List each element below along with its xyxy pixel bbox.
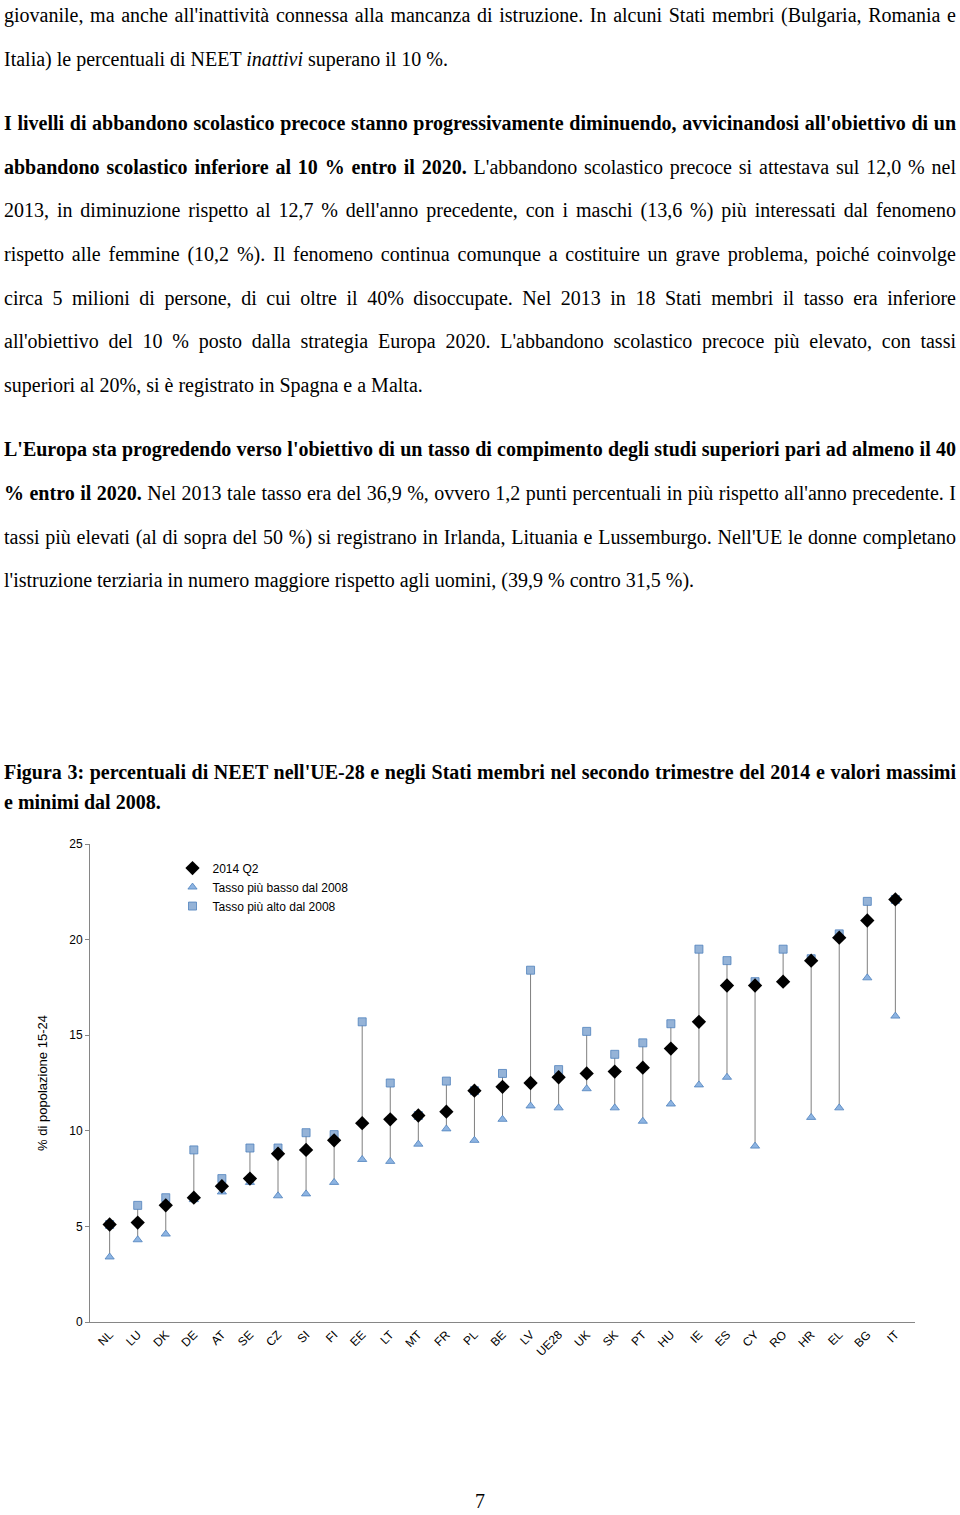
html-text:Figura 3: percentuali di NEET: Figura 3: percentuali di NEET nell'UE-28… <box>4 761 956 813</box>
svg-text:FI: FI <box>323 1328 340 1345</box>
svg-text:LT: LT <box>377 1327 397 1347</box>
svg-text:LV: LV <box>517 1328 537 1348</box>
svg-text:BG: BG <box>852 1328 874 1350</box>
svg-text:HU: HU <box>655 1328 677 1350</box>
html-text:I livelli di abbandono scolast: I livelli di abbandono scolastico precoc… <box>4 112 956 396</box>
svg-text:LU: LU <box>123 1328 144 1349</box>
svg-text:2014 Q2: 2014 Q2 <box>213 862 259 876</box>
html-text:giovanile, ma anche all'inatti: giovanile, ma anche all'inattività conne… <box>4 4 956 70</box>
svg-text:RO: RO <box>767 1328 790 1351</box>
svg-text:5: 5 <box>76 1220 83 1234</box>
svg-text:FR: FR <box>432 1328 453 1349</box>
svg-text:NL: NL <box>95 1328 116 1349</box>
html-text:L'Europa sta progredendo verso: L'Europa sta progredendo verso l'obietti… <box>4 438 956 592</box>
svg-text:SK: SK <box>600 1328 621 1349</box>
svg-text:IT: IT <box>884 1327 902 1345</box>
svg-text:20: 20 <box>69 933 83 947</box>
svg-text:15: 15 <box>69 1028 83 1042</box>
svg-text:UE28: UE28 <box>534 1328 565 1359</box>
svg-text:DE: DE <box>179 1328 201 1350</box>
svg-text:DK: DK <box>150 1328 172 1350</box>
svg-text:IE: IE <box>687 1328 705 1346</box>
svg-text:CZ: CZ <box>263 1328 284 1349</box>
svg-text:EE: EE <box>347 1328 368 1349</box>
svg-text:Tasso più alto dal 2008: Tasso più alto dal 2008 <box>213 900 336 914</box>
svg-text:25: 25 <box>69 837 83 851</box>
svg-text:SE: SE <box>235 1328 256 1349</box>
svg-text:EL: EL <box>825 1328 846 1349</box>
svg-text:% di popolazione 15-24: % di popolazione 15-24 <box>35 1015 50 1151</box>
svg-text:AT: AT <box>208 1327 229 1348</box>
svg-text:HR: HR <box>795 1328 817 1350</box>
svg-text:SI: SI <box>295 1328 313 1346</box>
svg-text:PT: PT <box>628 1327 649 1348</box>
svg-text:Tasso più basso dal 2008: Tasso più basso dal 2008 <box>213 881 349 895</box>
svg-text:PL: PL <box>461 1328 482 1349</box>
svg-text:0: 0 <box>76 1315 83 1329</box>
svg-text:CY: CY <box>740 1328 762 1350</box>
svg-text:10: 10 <box>69 1124 83 1138</box>
svg-text:BE: BE <box>488 1328 509 1349</box>
svg-text:MT: MT <box>403 1327 426 1350</box>
html-text:7: 7 <box>475 1490 485 1512</box>
svg-text:UK: UK <box>571 1328 593 1350</box>
svg-text:ES: ES <box>712 1328 733 1349</box>
